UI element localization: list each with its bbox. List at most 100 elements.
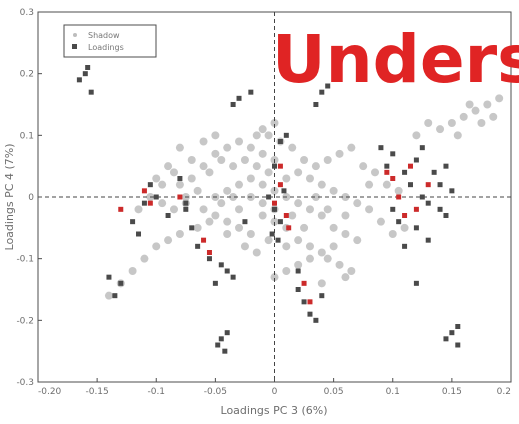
- legend-label-loadings: Loadings: [88, 43, 124, 52]
- loading-point: [118, 280, 124, 286]
- shadow-point: [258, 211, 267, 220]
- shadow-point: [459, 112, 468, 121]
- loading-point: [215, 342, 221, 348]
- loading-point: [236, 95, 242, 101]
- shadow-point: [158, 180, 167, 189]
- shadow-point: [365, 180, 374, 189]
- shadow-point: [288, 211, 297, 220]
- shadow-points-layer: [104, 94, 504, 300]
- shadow-point: [341, 273, 350, 282]
- shadow-point: [235, 137, 244, 146]
- loading-point: [413, 225, 419, 231]
- loading-point: [275, 237, 281, 243]
- highlighted-loading-point: [141, 188, 147, 194]
- shadow-point: [270, 273, 279, 282]
- shadow-point: [412, 131, 421, 140]
- legend-box: [63, 24, 157, 58]
- x-tick-label: 0: [272, 387, 278, 397]
- overlay-watermark-text: Unders: [272, 21, 519, 98]
- shadow-point: [134, 205, 143, 214]
- shadow-point: [317, 248, 326, 257]
- highlighted-loading-point: [425, 182, 431, 188]
- shadow-point: [394, 186, 403, 195]
- shadow-point: [300, 156, 309, 164]
- loading-point: [130, 219, 136, 225]
- loading-point: [413, 280, 419, 286]
- highlighted-loading-point: [307, 299, 313, 305]
- highlighted-loading-point: [201, 237, 207, 243]
- shadow-point: [365, 205, 374, 214]
- y-axis-label: Loadings PC 4 (7%): [3, 144, 16, 251]
- loading-point: [165, 213, 171, 218]
- shadow-point: [347, 143, 356, 152]
- shadow-point: [152, 174, 161, 183]
- loading-point: [141, 200, 147, 206]
- shadow-point: [424, 119, 433, 127]
- shadow-point: [382, 180, 391, 189]
- shadow-point: [240, 156, 249, 164]
- shadow-point: [252, 131, 261, 140]
- shadow-point: [489, 112, 498, 121]
- legend: Shadow Loadings: [63, 24, 157, 58]
- shadow-point: [353, 236, 362, 245]
- loading-point: [218, 262, 224, 268]
- shadow-point: [495, 94, 504, 103]
- shadow-point: [317, 180, 326, 189]
- highlighted-loading-point: [384, 169, 390, 175]
- shadow-point: [164, 236, 173, 245]
- loading-point: [396, 219, 402, 225]
- loading-point: [230, 102, 236, 107]
- shadow-point: [235, 223, 244, 232]
- shadow-point: [217, 199, 226, 208]
- shadow-point: [264, 131, 273, 140]
- loading-point: [183, 200, 189, 206]
- loading-point: [224, 268, 230, 274]
- loading-point: [419, 194, 425, 200]
- highlighted-loading-point: [206, 250, 212, 255]
- shadow-point: [175, 230, 184, 238]
- loading-point: [295, 268, 301, 274]
- shadow-point: [329, 186, 338, 195]
- x-tick-label: 0.2: [497, 387, 511, 397]
- loading-point: [449, 330, 455, 336]
- loading-point: [136, 231, 142, 237]
- shadow-point: [175, 180, 184, 189]
- shadow-point: [270, 217, 279, 226]
- loading-points-layer: [76, 65, 461, 354]
- loading-point: [88, 89, 94, 95]
- loading-point: [183, 206, 189, 212]
- shadow-point: [300, 223, 309, 232]
- loading-point: [230, 274, 236, 280]
- loading-point: [266, 194, 272, 200]
- shadow-point: [229, 193, 238, 201]
- shadow-point: [264, 236, 273, 245]
- y-tick-label: -0.1: [16, 255, 34, 265]
- x-tick-label: -0.05: [204, 387, 227, 397]
- loading-point: [443, 213, 449, 218]
- shadow-point: [235, 180, 244, 189]
- shadow-point: [187, 174, 196, 183]
- loading-point: [437, 206, 443, 212]
- shadow-point: [240, 242, 249, 251]
- shadow-point: [229, 162, 238, 171]
- shadow-point: [341, 211, 350, 220]
- loading-point: [390, 206, 396, 212]
- shadow-point: [400, 223, 409, 232]
- shadow-point: [258, 180, 267, 189]
- shadow-point: [164, 162, 173, 171]
- highlighted-loading-point: [277, 182, 283, 188]
- y-tick-label: 0: [28, 193, 34, 203]
- shadow-point: [258, 199, 267, 208]
- loading-point: [177, 176, 183, 181]
- shadow-point: [311, 162, 320, 171]
- shadow-point: [199, 137, 208, 146]
- highlighted-loading-point: [407, 163, 413, 169]
- shadow-point: [152, 242, 161, 251]
- loading-point: [281, 188, 287, 194]
- shadow-point: [294, 236, 303, 245]
- highlighted-loading-point: [286, 225, 292, 231]
- shadow-point: [235, 205, 244, 214]
- shadow-point: [223, 186, 232, 195]
- shadow-point: [264, 168, 273, 177]
- loading-point: [402, 169, 408, 175]
